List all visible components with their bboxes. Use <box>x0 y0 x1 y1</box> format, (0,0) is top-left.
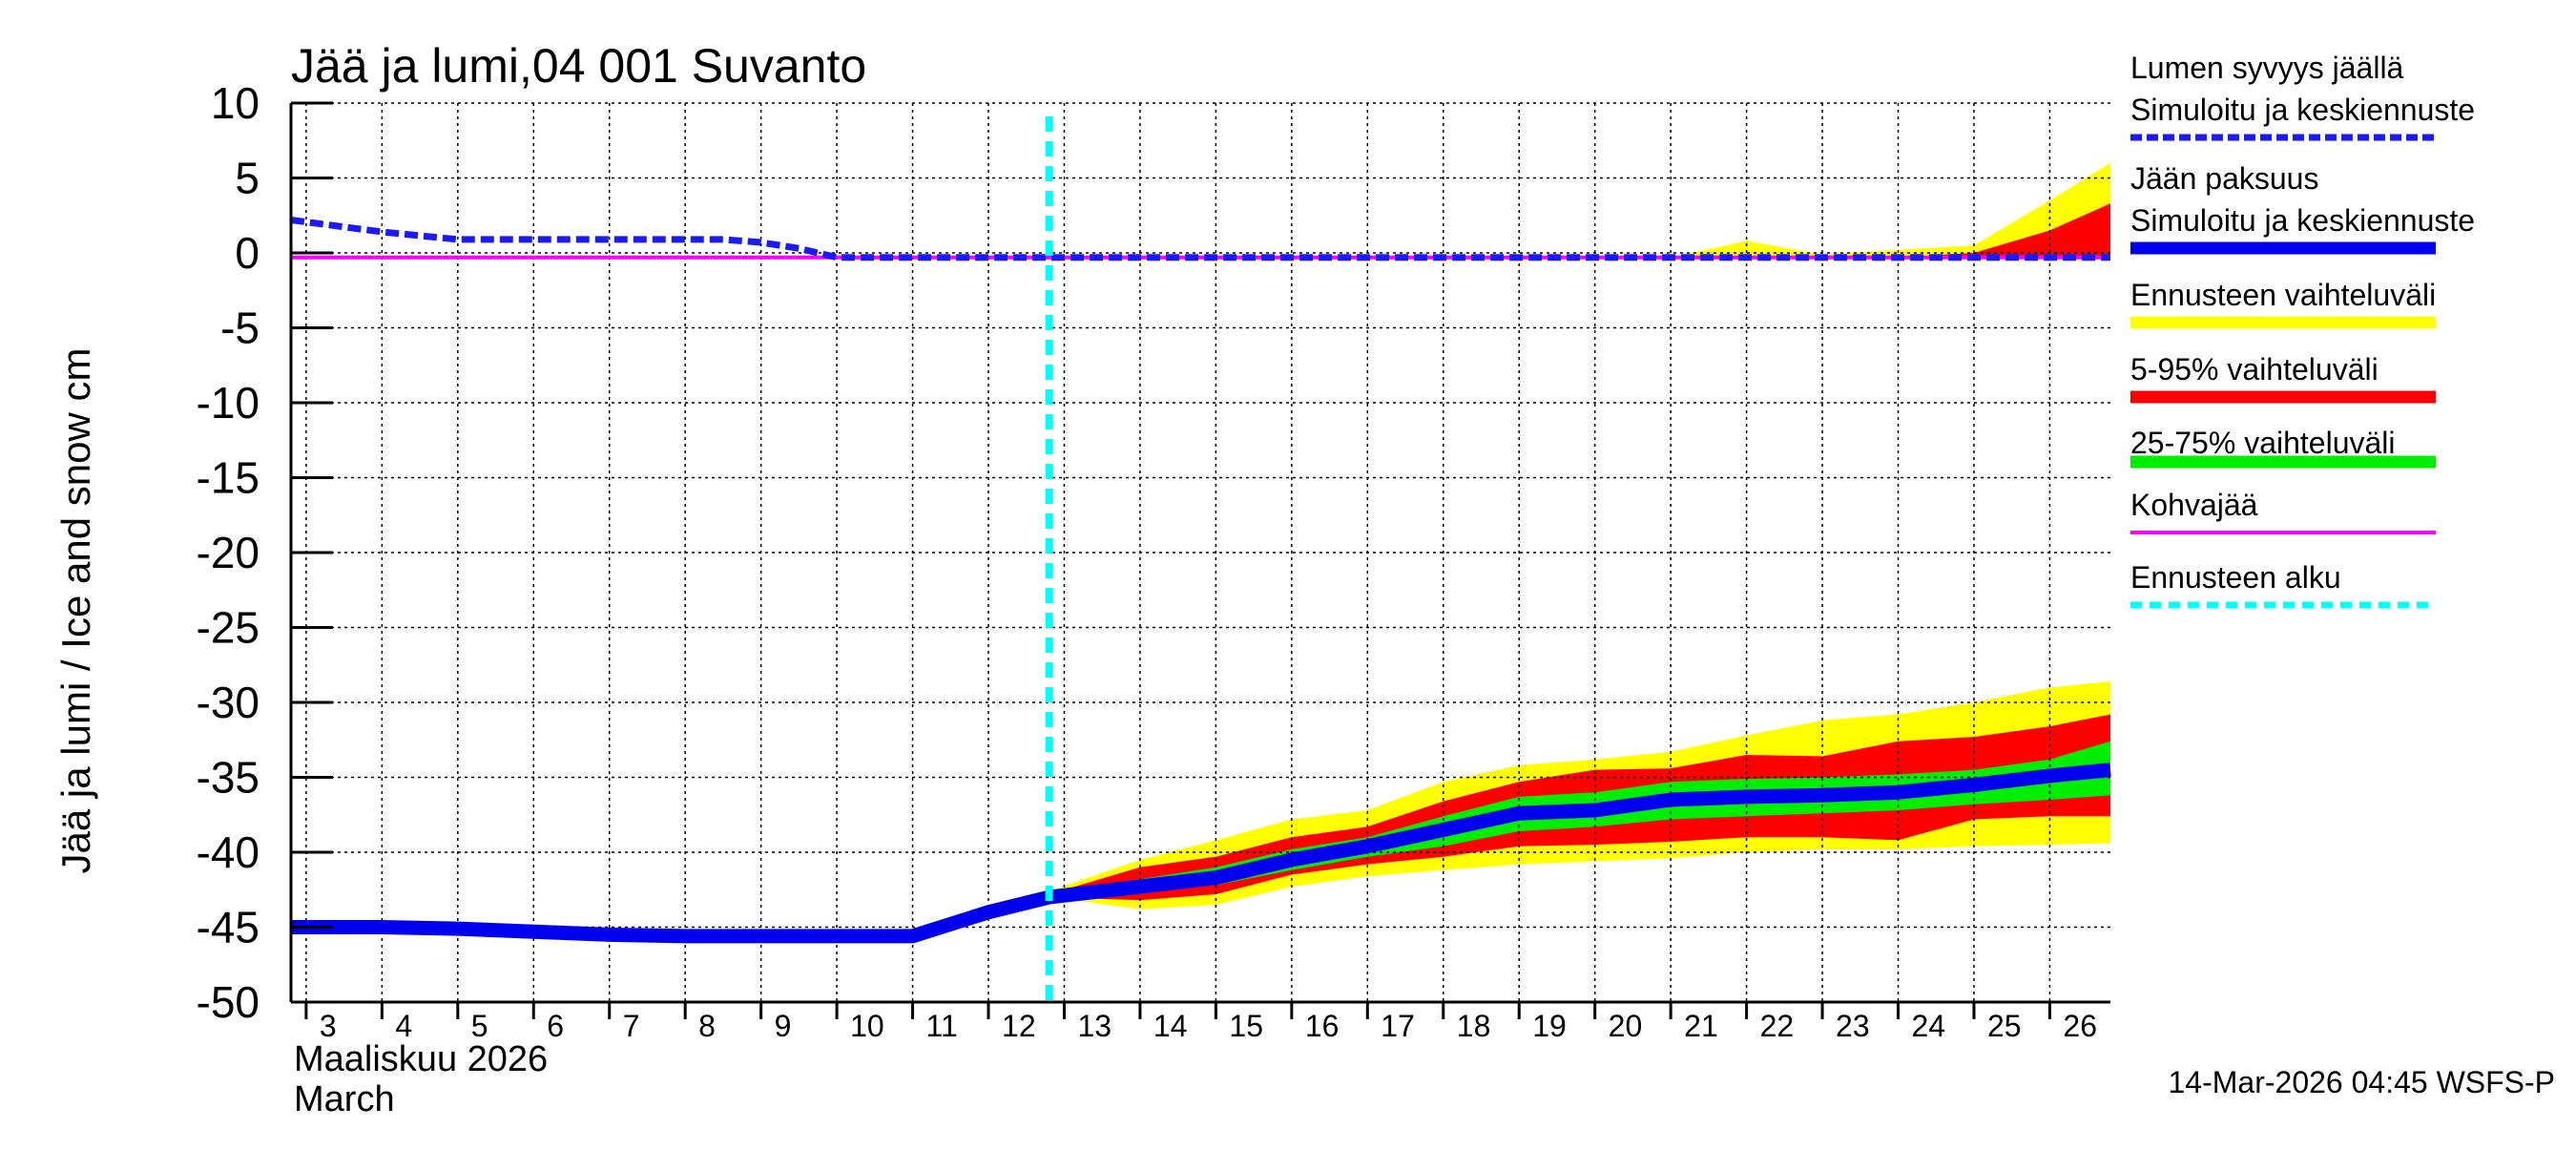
x-tick-label-19: 22 <box>1760 1009 1795 1043</box>
x-tick-label-9: 12 <box>1002 1009 1036 1043</box>
x-tick-label-11: 14 <box>1153 1009 1188 1043</box>
legend-label-5-0: Kohvajää <box>2130 488 2258 522</box>
x-tick-label-23: 26 <box>2063 1009 2097 1043</box>
y-tick-label-7: -25 <box>197 603 260 653</box>
y-tick-label-1: 5 <box>235 154 260 203</box>
x-tick-label-16: 19 <box>1532 1009 1567 1043</box>
legend-label-3-0: 5-95% vaihteluväli <box>2130 352 2379 387</box>
x-tick-label-18: 21 <box>1684 1009 1718 1043</box>
y-axis-label: Jää ja lumi / Ice and snow cm <box>53 348 98 874</box>
x-tick-label-13: 16 <box>1305 1009 1340 1043</box>
x-tick-label-7: 10 <box>850 1009 884 1043</box>
timestamp-footer: 14-Mar-2026 04:45 WSFS-P <box>2169 1065 2556 1099</box>
x-tick-label-10: 13 <box>1077 1009 1111 1043</box>
month-label-fi: Maaliskuu 2026 <box>294 1039 548 1079</box>
y-tick-label-10: -40 <box>197 827 260 877</box>
x-tick-label-8: 11 <box>926 1009 958 1043</box>
x-tick-label-21: 24 <box>1912 1009 1946 1043</box>
x-tick-label-20: 23 <box>1836 1009 1870 1043</box>
x-tick-label-5: 8 <box>698 1009 716 1043</box>
y-tick-label-4: -10 <box>197 378 260 428</box>
x-tick-label-12: 15 <box>1229 1009 1263 1043</box>
grid-lines <box>291 102 2110 1003</box>
data-series <box>290 116 2111 1002</box>
legend-label-2-0: Ennusteen vaihteluväli <box>2130 278 2436 312</box>
y-tick-label-12: -50 <box>197 977 260 1027</box>
x-tick-label-14: 17 <box>1381 1009 1415 1043</box>
y-tick-label-11: -45 <box>197 903 260 952</box>
x-tick-label-2: 5 <box>471 1009 488 1043</box>
legend-label-1-0: Jään paksuus <box>2130 161 2318 196</box>
x-tick-label-3: 6 <box>547 1009 564 1043</box>
x-tick-label-22: 25 <box>1987 1009 2022 1043</box>
x-tick-label-4: 7 <box>623 1009 640 1043</box>
legend-label-4-0: 25-75% vaihteluväli <box>2130 426 2396 460</box>
y-tick-label-2: 0 <box>235 228 260 278</box>
y-tick-label-8: -30 <box>197 678 260 727</box>
series-snow-depth <box>290 217 2110 261</box>
x-tick-label-15: 18 <box>1457 1009 1491 1043</box>
y-tick-label-6: -20 <box>197 528 260 577</box>
x-tick-label-1: 4 <box>395 1009 412 1043</box>
band-3 <box>1049 162 2110 258</box>
legend-label-0-0: Lumen syvyys jäällä <box>2130 51 2404 85</box>
legend-label-6-0: Ennusteen alku <box>2130 560 2341 595</box>
y-tick-label-0: 10 <box>211 78 260 128</box>
x-tick-labels: 3 4 5 6 7 8 9 10 11 12 13 14 15 16 17 18 19 20 21 22 23 24 25 2… <box>320 1009 2097 1043</box>
x-tick-label-6: 9 <box>775 1009 792 1043</box>
forecast-bands <box>1049 162 2110 910</box>
y-tick-label-3: -5 <box>220 303 260 353</box>
legend: Lumen syvyys jäällä Simuloitu ja keskienn… <box>2130 51 2475 609</box>
band-4 <box>1049 203 2110 258</box>
legend-label-0-1: Simuloitu ja keskiennuste <box>2130 93 2475 127</box>
y-tick-label-9: -35 <box>197 753 260 803</box>
axes <box>289 101 2110 1019</box>
legend-label-1-1: Simuloitu ja keskiennuste <box>2130 203 2475 238</box>
x-tick-label-0: 3 <box>320 1009 337 1043</box>
x-tick-label-17: 20 <box>1609 1009 1643 1043</box>
y-tick-labels: 10 5 0 -5 -10 -15 -20 -25 -30 -35 -40 -45 -50 <box>197 78 260 1027</box>
chart-title: Jää ja lumi,04 001 Suvanto <box>291 39 866 93</box>
month-label-en: March <box>294 1079 395 1119</box>
series-ice-thickness <box>291 763 2111 944</box>
y-tick-label-5: -15 <box>197 453 260 503</box>
